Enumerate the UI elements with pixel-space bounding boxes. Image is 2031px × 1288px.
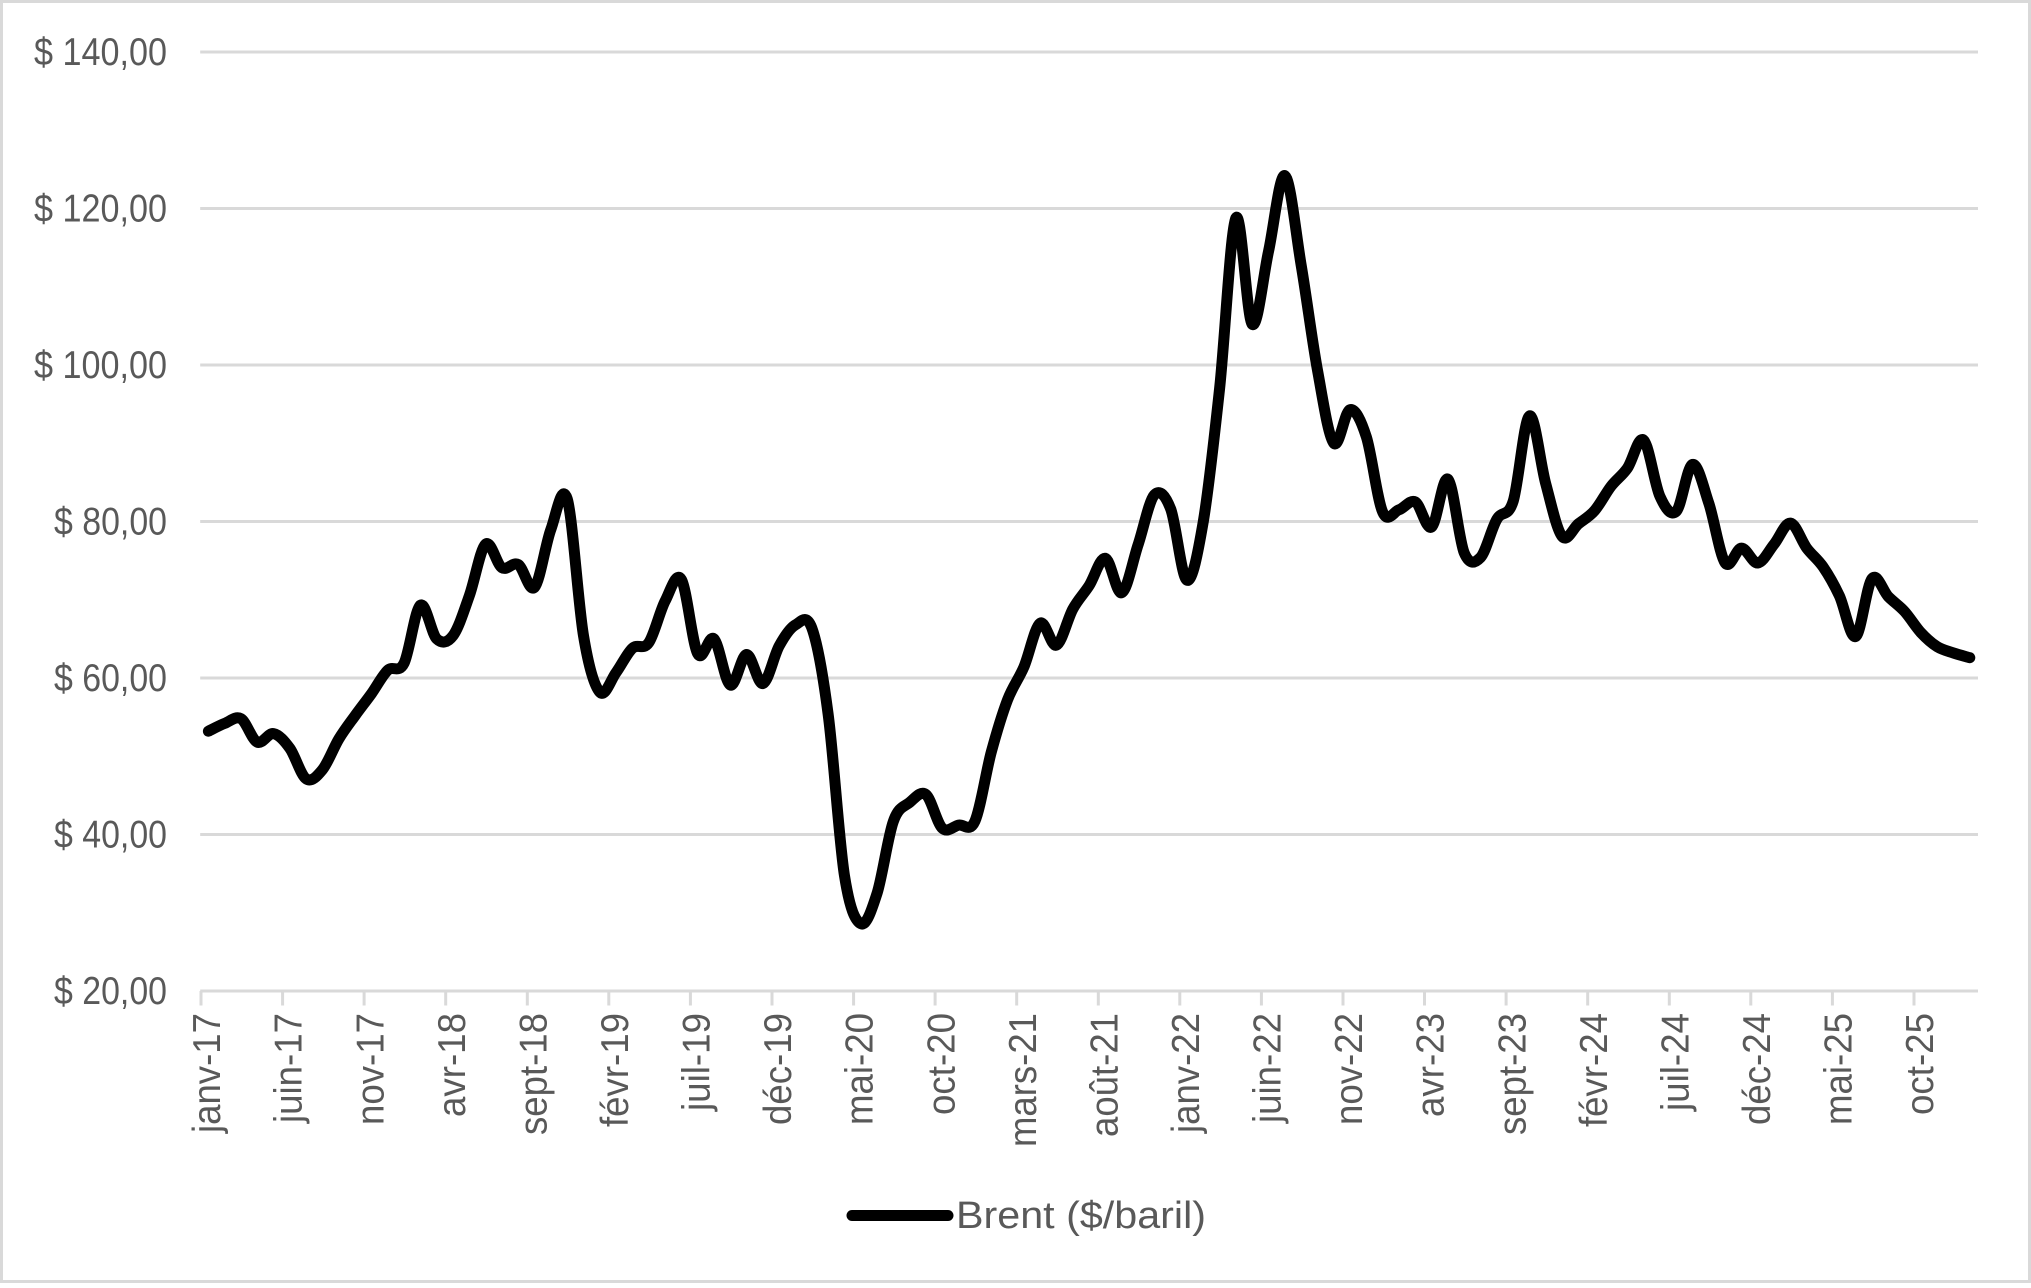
svg-text:nov-17: nov-17 [349, 1013, 392, 1125]
svg-text:août-21: août-21 [1083, 1013, 1126, 1137]
svg-text:févr-19: févr-19 [594, 1013, 637, 1127]
svg-text:$ 60,00: $ 60,00 [54, 657, 167, 700]
svg-text:janv-22: janv-22 [1165, 1013, 1208, 1134]
svg-text:oct-25: oct-25 [1899, 1013, 1942, 1115]
svg-text:avr-18: avr-18 [431, 1013, 474, 1117]
svg-text:juil-19: juil-19 [676, 1013, 719, 1112]
svg-text:$ 140,00: $ 140,00 [34, 31, 167, 74]
svg-text:juil-24: juil-24 [1654, 1013, 1697, 1112]
svg-text:déc-19: déc-19 [757, 1013, 800, 1125]
svg-text:$ 120,00: $ 120,00 [34, 188, 167, 231]
svg-text:Brent ($/baril): Brent ($/baril) [956, 1195, 1206, 1237]
svg-text:févr-24: févr-24 [1573, 1013, 1616, 1127]
svg-text:sept-18: sept-18 [512, 1013, 555, 1135]
svg-text:juin-22: juin-22 [1247, 1013, 1290, 1124]
svg-text:sept-23: sept-23 [1491, 1013, 1534, 1135]
svg-text:avr-23: avr-23 [1410, 1013, 1453, 1117]
svg-text:mai-25: mai-25 [1818, 1013, 1861, 1125]
svg-text:$ 100,00: $ 100,00 [34, 344, 167, 387]
svg-text:déc-24: déc-24 [1736, 1013, 1779, 1125]
svg-text:$ 80,00: $ 80,00 [54, 501, 167, 544]
svg-text:janv-17: janv-17 [186, 1013, 229, 1134]
svg-text:mars-21: mars-21 [1002, 1013, 1045, 1147]
svg-text:$ 20,00: $ 20,00 [54, 970, 167, 1013]
svg-text:$ 40,00: $ 40,00 [54, 814, 167, 857]
svg-text:juin-17: juin-17 [268, 1013, 311, 1124]
svg-text:mai-20: mai-20 [839, 1013, 882, 1125]
svg-text:oct-20: oct-20 [920, 1013, 963, 1115]
svg-text:nov-22: nov-22 [1328, 1013, 1371, 1125]
